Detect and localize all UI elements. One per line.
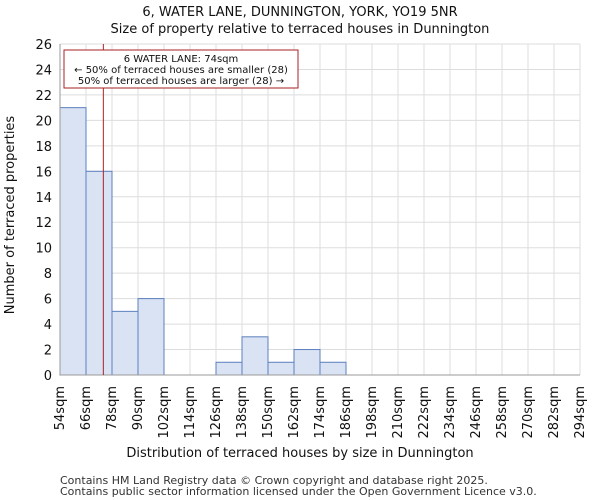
y-tick-label: 2 bbox=[44, 344, 52, 359]
x-tick-label: 282sqm bbox=[547, 386, 562, 439]
x-tick-label: 150sqm bbox=[261, 386, 276, 439]
axes bbox=[59, 44, 580, 376]
x-axis-label: Distribution of terraced houses by size … bbox=[126, 446, 473, 461]
annotation-line: ← 50% of terraced houses are smaller (28… bbox=[74, 65, 288, 76]
y-tick-label: 14 bbox=[35, 191, 52, 206]
y-tick-label: 10 bbox=[35, 242, 52, 257]
x-tick-label: 198sqm bbox=[365, 386, 380, 439]
histogram-bar bbox=[111, 310, 139, 376]
y-tick-label: 16 bbox=[35, 165, 52, 180]
y-tick-label: 12 bbox=[35, 216, 52, 231]
x-tick-label: 54sqm bbox=[53, 386, 68, 430]
x-tick-label: 210sqm bbox=[391, 386, 406, 439]
x-tick-label: 138sqm bbox=[235, 386, 250, 439]
histogram-bar bbox=[293, 349, 321, 376]
x-tick-label: 246sqm bbox=[469, 386, 484, 439]
y-tick-label: 4 bbox=[44, 318, 52, 333]
y-tick-label: 18 bbox=[35, 140, 52, 155]
histogram-bar bbox=[85, 170, 113, 376]
x-tick-label: 174sqm bbox=[313, 386, 328, 439]
x-tick-label: 78sqm bbox=[105, 386, 120, 430]
x-tick-label: 126sqm bbox=[209, 386, 224, 439]
footer-line-2: Contains public sector information licen… bbox=[60, 485, 537, 498]
x-tick-label: 114sqm bbox=[183, 386, 198, 439]
x-tick-label: 294sqm bbox=[573, 386, 588, 439]
chart-title: 6, WATER LANE, DUNNINGTON, YORK, YO19 5N… bbox=[142, 5, 457, 20]
y-tick-label: 22 bbox=[35, 89, 52, 104]
x-tick-label: 270sqm bbox=[521, 386, 536, 439]
x-tick-label: 258sqm bbox=[495, 386, 510, 439]
histogram-bar bbox=[215, 361, 243, 376]
histogram-bar bbox=[267, 361, 295, 376]
y-axis-label: Number of terraced properties bbox=[3, 116, 18, 315]
x-tick-label: 162sqm bbox=[287, 386, 302, 439]
chart-subtitle: Size of property relative to terraced ho… bbox=[111, 22, 490, 37]
histogram-bar bbox=[59, 107, 87, 376]
grid-lines bbox=[59, 43, 581, 376]
x-tick-label: 102sqm bbox=[157, 386, 172, 439]
x-tick-label: 66sqm bbox=[79, 386, 94, 430]
property-marker: 6 WATER LANE: 74sqm← 50% of terraced hou… bbox=[63, 44, 299, 375]
histogram-bar bbox=[241, 336, 269, 376]
y-tick-label: 8 bbox=[44, 267, 52, 282]
y-tick-label: 6 bbox=[44, 293, 52, 308]
annotation-box bbox=[63, 49, 299, 89]
x-tick-label: 222sqm bbox=[417, 386, 432, 439]
x-tick-label: 234sqm bbox=[443, 386, 458, 439]
x-tick-label: 90sqm bbox=[131, 386, 146, 430]
y-tick-label: 24 bbox=[35, 63, 52, 78]
y-tick-label: 0 bbox=[44, 369, 52, 384]
x-tick-labels: 54sqm 66sqm 78sqm 90sqm 102sqm 114sqm 126sqm 13… bbox=[53, 386, 588, 439]
bars bbox=[59, 107, 347, 376]
y-tick-label: 20 bbox=[35, 114, 52, 129]
histogram-bar bbox=[319, 361, 347, 376]
annotation-line: 50% of terraced houses are larger (28) → bbox=[78, 76, 284, 87]
y-tick-label: 26 bbox=[35, 38, 52, 53]
annotation-line: 6 WATER LANE: 74sqm bbox=[124, 54, 239, 65]
footer-line-1: Contains HM Land Registry data © Crown c… bbox=[60, 474, 488, 487]
histogram-bar bbox=[137, 298, 165, 376]
x-tick-label: 186sqm bbox=[339, 386, 354, 439]
